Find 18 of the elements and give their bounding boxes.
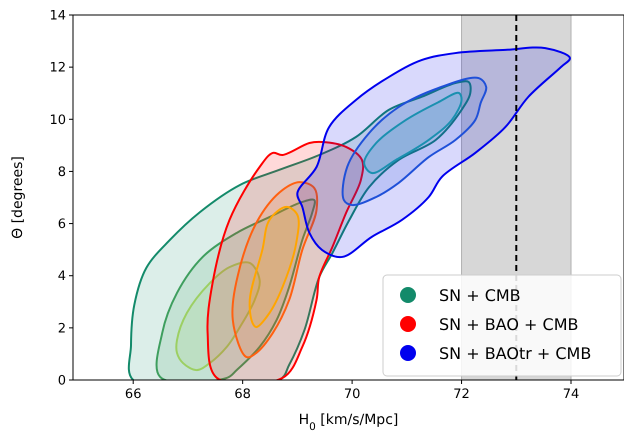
legend-label: SN + BAOtr + CMB [439, 344, 592, 363]
x-tick-label: 68 [234, 387, 251, 402]
y-axis-title: Θ [degrees] [10, 156, 26, 239]
x-tick-label: 70 [344, 387, 360, 402]
y-tick-label: 10 [49, 112, 66, 128]
y-tick-label: 2 [58, 321, 66, 336]
y-tick-label: 6 [58, 217, 66, 232]
y-tick-label: 14 [49, 8, 66, 24]
y-tick-label: 0 [58, 374, 66, 388]
x-axis-title: H$_{0}$ [km/s/Mpc] [298, 412, 398, 432]
legend-label: SN + CMB [439, 286, 521, 305]
y-tick-label: 4 [58, 269, 66, 284]
legend-label: SN + BAO + CMB [439, 315, 578, 334]
x-tick-label: 74 [562, 387, 580, 402]
x-tick-label: 66 [124, 387, 142, 402]
y-tick-label: 12 [49, 60, 66, 76]
x-tick-label: 72 [453, 387, 470, 402]
y-tick-label: 8 [58, 164, 66, 180]
